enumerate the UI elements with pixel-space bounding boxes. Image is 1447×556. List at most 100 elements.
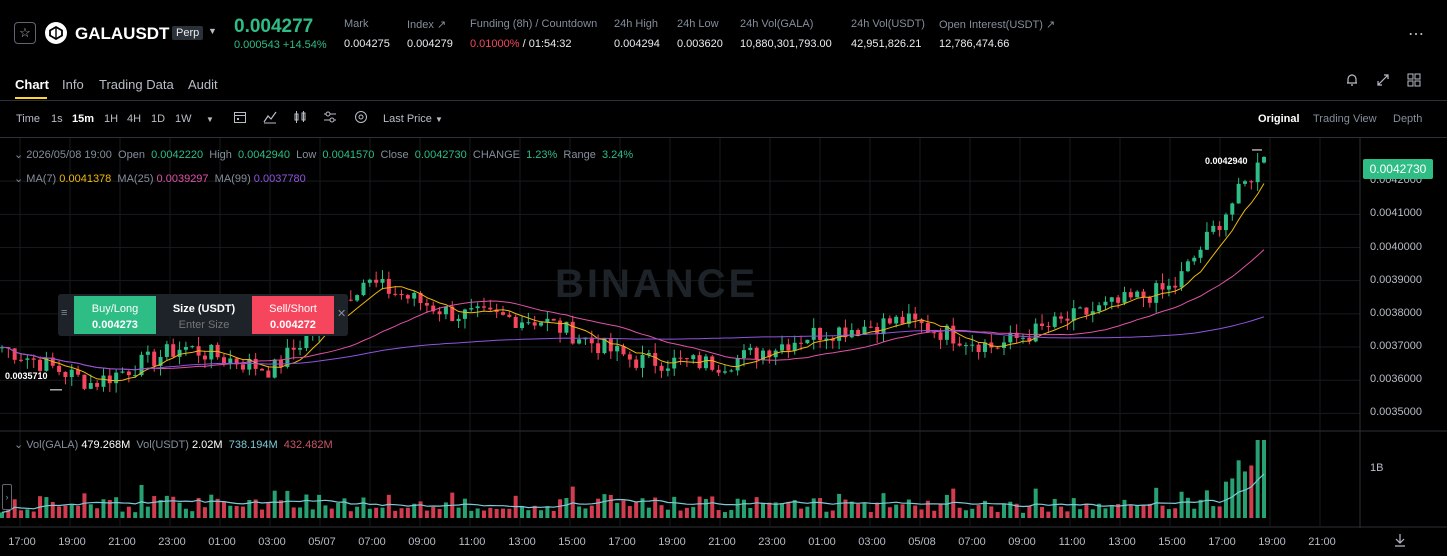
candle-body <box>532 322 537 326</box>
volume-bar <box>190 511 195 518</box>
calendar-icon[interactable] <box>233 110 247 127</box>
candle-body <box>589 337 594 344</box>
volume-bar <box>1141 504 1146 518</box>
close-icon[interactable]: ✕ <box>337 308 347 320</box>
volume-bar <box>1147 503 1152 518</box>
volume-bar <box>830 510 835 518</box>
volume-bar <box>1204 490 1209 518</box>
timeframe-1d[interactable]: 1D <box>151 113 166 125</box>
candle-body <box>691 355 696 360</box>
volume-bar <box>665 509 670 518</box>
volume-bar <box>418 501 423 518</box>
symbol-name[interactable]: GALAUSDT <box>75 24 170 43</box>
candle-body <box>653 353 658 366</box>
timeframe-1w[interactable]: 1W <box>175 113 192 125</box>
candle-body <box>938 332 943 340</box>
candle-body <box>913 313 918 320</box>
candle-body <box>862 326 867 335</box>
expand-icon[interactable] <box>1376 73 1390 90</box>
low-value: 0.0041570 <box>322 149 375 161</box>
drawing-tools-icon[interactable] <box>354 110 368 127</box>
tab-chart[interactable]: Chart <box>15 77 49 92</box>
volume-bar <box>443 502 448 518</box>
volume-bar <box>196 498 201 518</box>
volume-bar <box>1040 507 1045 518</box>
candle-body <box>634 359 639 368</box>
volume-bar <box>792 500 797 518</box>
tab-trading-data[interactable]: Trading Data <box>99 77 174 92</box>
low-24h-label: 24h Low <box>677 18 719 30</box>
tab-audit[interactable]: Audit <box>188 77 218 92</box>
open-interest-label[interactable]: Open Interest(USDT) ↗ <box>939 19 1056 31</box>
sell-short-button[interactable]: Sell/Short 0.004272 <box>252 296 334 334</box>
tab-info[interactable]: Info <box>62 77 84 92</box>
volume-bar <box>291 507 296 518</box>
volume-collapse-icon[interactable]: ⌄ <box>14 439 24 451</box>
candle-body <box>849 330 854 338</box>
bell-icon[interactable] <box>1345 73 1359 90</box>
view-trading-view[interactable]: Trading View <box>1313 113 1377 125</box>
expand-panel-chevron-icon[interactable]: › <box>2 484 12 510</box>
volume-bar <box>260 509 265 518</box>
volume-bar <box>551 510 556 518</box>
favorite-star-icon[interactable]: ☆ <box>14 22 36 44</box>
candle-body <box>171 344 176 357</box>
view-original[interactable]: Original <box>1258 113 1300 125</box>
chevron-down-icon[interactable]: ▼ <box>208 26 217 36</box>
candle-body <box>1198 249 1203 258</box>
indicators-icon[interactable] <box>263 110 277 127</box>
candlestick-chart[interactable] <box>0 138 1447 556</box>
volume-bar <box>1027 506 1032 518</box>
volume-bar <box>894 504 899 518</box>
candle-body <box>69 369 74 378</box>
candle-body <box>1242 181 1247 184</box>
volume-bar <box>849 501 854 518</box>
candle-body <box>481 306 486 308</box>
volume-bar <box>1242 471 1247 518</box>
view-depth[interactable]: Depth <box>1393 113 1423 125</box>
volume-bar <box>564 497 569 518</box>
volume-bar <box>697 496 702 518</box>
layout-grid-icon[interactable] <box>1407 73 1421 90</box>
candle-body <box>799 342 804 344</box>
volume-bar <box>209 494 214 518</box>
change-value: 1.23% <box>526 149 558 161</box>
drag-handle-icon[interactable]: ≡ <box>61 307 68 319</box>
candle-type-icon[interactable] <box>293 110 307 127</box>
mark-price-label: Mark <box>344 18 369 30</box>
timeframe-1h[interactable]: 1H <box>104 113 119 125</box>
size-input[interactable] <box>160 319 248 331</box>
more-options-icon[interactable]: ⋯ <box>1408 26 1425 43</box>
candle-body <box>646 353 651 355</box>
timeframe-15m[interactable]: 15m <box>72 113 95 125</box>
legend-datetime: 2026/05/08 19:00 <box>26 149 112 161</box>
candle-body <box>1128 292 1133 298</box>
funding-value: 0.01000% / 01:54:32 <box>470 38 572 50</box>
candle-body <box>1217 225 1222 231</box>
settings-sliders-icon[interactable] <box>323 110 337 127</box>
timeframe-1s[interactable]: 1s <box>51 113 63 125</box>
candle-body <box>868 326 873 328</box>
ma-legend-collapse-icon[interactable]: ⌄ <box>14 173 24 185</box>
candle-body <box>1033 323 1038 342</box>
volume-bar <box>120 511 125 518</box>
buy-long-button[interactable]: Buy/Long 0.004273 <box>74 296 156 334</box>
legend-collapse-icon[interactable]: ⌄ <box>14 149 24 161</box>
timeframe-4h[interactable]: 4H <box>127 113 142 125</box>
timeframe-dropdown-icon[interactable]: ▼ <box>206 115 214 124</box>
candle-body <box>982 342 987 353</box>
volume-bar <box>837 493 842 518</box>
time-axis-tick: 03:00 <box>258 536 286 548</box>
index-price-label[interactable]: Index ↗ <box>407 19 447 31</box>
candle-body <box>76 369 81 375</box>
open-value: 0.0042220 <box>151 149 204 161</box>
moving-average-lines <box>1 149 1265 513</box>
candle-body <box>450 306 455 322</box>
scroll-to-latest-icon[interactable] <box>1393 533 1407 550</box>
candle-body <box>95 383 100 387</box>
price-type-dropdown[interactable]: Last Price ▼ <box>383 113 443 125</box>
candle-body <box>1147 297 1152 303</box>
candle-body <box>792 342 797 351</box>
timeframe-time[interactable]: Time <box>16 113 41 125</box>
candle-body <box>1046 325 1051 327</box>
